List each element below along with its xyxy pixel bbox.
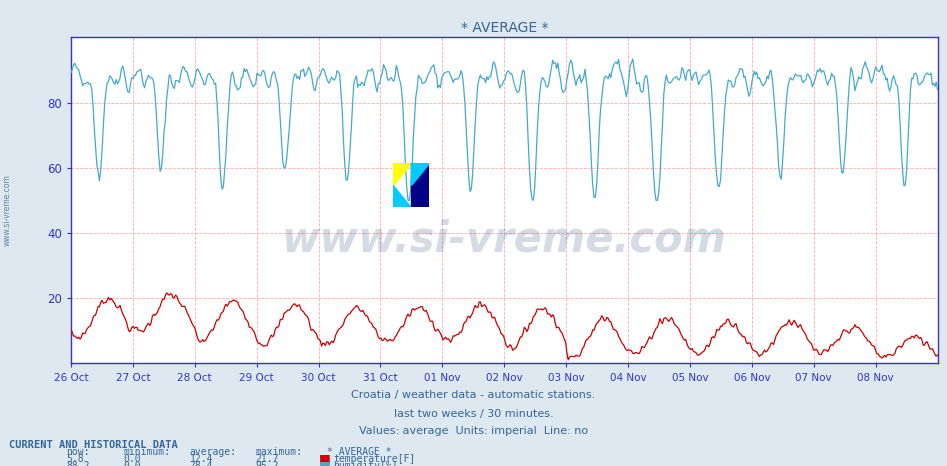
Text: 12.4: 12.4 bbox=[189, 454, 213, 464]
Text: maximum:: maximum: bbox=[256, 447, 303, 457]
Text: ■: ■ bbox=[319, 459, 331, 466]
Polygon shape bbox=[411, 163, 429, 207]
Text: CURRENT AND HISTORICAL DATA: CURRENT AND HISTORICAL DATA bbox=[9, 440, 178, 450]
Text: Croatia / weather data - automatic stations.: Croatia / weather data - automatic stati… bbox=[351, 391, 596, 400]
Text: 88.2: 88.2 bbox=[66, 461, 90, 466]
Title: * AVERAGE *: * AVERAGE * bbox=[460, 21, 548, 35]
Text: last two weeks / 30 minutes.: last two weeks / 30 minutes. bbox=[394, 409, 553, 419]
Text: 21.7: 21.7 bbox=[256, 454, 279, 464]
Text: www.si-vreme.com: www.si-vreme.com bbox=[3, 174, 12, 246]
Text: 0.0: 0.0 bbox=[123, 454, 141, 464]
Text: humidity[%]: humidity[%] bbox=[333, 461, 398, 466]
Text: Values: average  Units: imperial  Line: no: Values: average Units: imperial Line: no bbox=[359, 426, 588, 436]
Text: 78.4: 78.4 bbox=[189, 461, 213, 466]
Text: 5.8: 5.8 bbox=[66, 454, 84, 464]
Text: * AVERAGE *: * AVERAGE * bbox=[327, 447, 391, 457]
Text: average:: average: bbox=[189, 447, 237, 457]
Polygon shape bbox=[393, 185, 411, 207]
Text: 0.0: 0.0 bbox=[123, 461, 141, 466]
Text: ■: ■ bbox=[319, 452, 331, 465]
Text: www.si-vreme.com: www.si-vreme.com bbox=[282, 219, 726, 260]
Text: minimum:: minimum: bbox=[123, 447, 170, 457]
Polygon shape bbox=[393, 163, 411, 185]
Text: temperature[F]: temperature[F] bbox=[333, 454, 416, 464]
Text: now:: now: bbox=[66, 447, 90, 457]
Text: 95.2: 95.2 bbox=[256, 461, 279, 466]
Polygon shape bbox=[411, 163, 429, 185]
